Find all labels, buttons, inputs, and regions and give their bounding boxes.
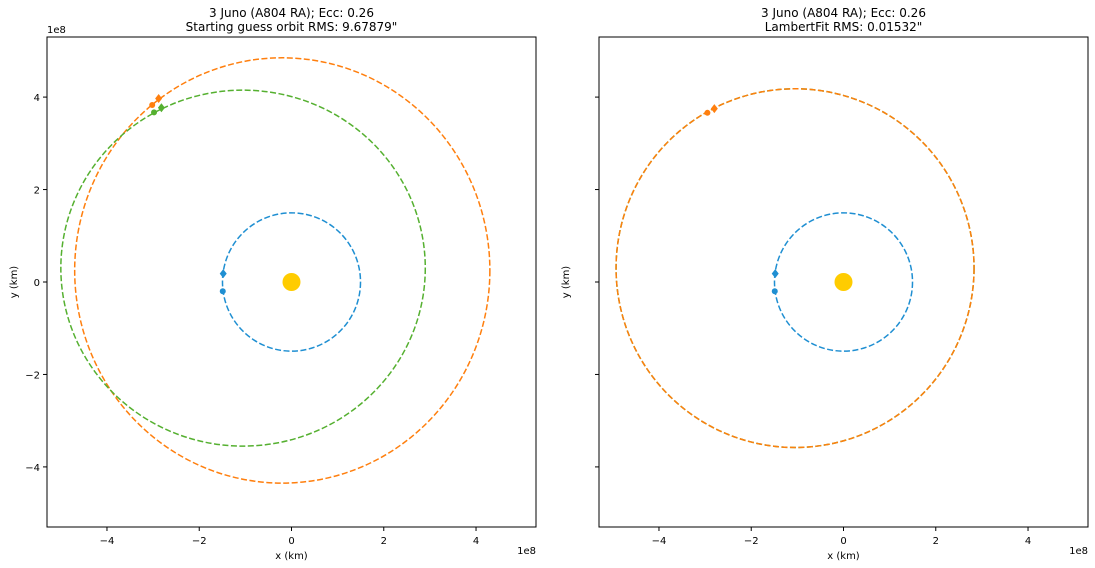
chart-title: 3 Juno (A804 RA); Ecc: 0.26	[209, 6, 374, 20]
plot-contents	[60, 57, 491, 484]
chart-subtitle: LambertFit RMS: 0.01532"	[765, 20, 923, 34]
y-tick-label: −4	[25, 463, 40, 474]
y-axis-label: y (km)	[561, 266, 572, 299]
y-tick-label: −2	[25, 370, 40, 381]
guess-diamond-marker	[155, 93, 163, 103]
sun-marker	[834, 273, 853, 291]
chart-subtitle: Starting guess orbit RMS: 9.67879"	[186, 20, 398, 34]
sun-marker	[282, 273, 301, 291]
x-tick-label: −4	[652, 536, 667, 547]
earth-diamond-marker	[771, 269, 779, 279]
x-offset-text: 1e8	[1069, 546, 1088, 557]
fit-circle-marker	[151, 109, 158, 116]
orbit-earth	[221, 212, 362, 352]
x-tick-label: 4	[473, 536, 479, 547]
plot-contents	[615, 88, 975, 449]
x-tick-label: 0	[840, 536, 846, 547]
earth-circle-marker	[771, 288, 778, 295]
orbit-guess	[73, 57, 491, 484]
x-axis-label: x (km)	[275, 551, 308, 562]
x-tick-label: 2	[933, 536, 939, 547]
x-tick-label: −2	[192, 536, 207, 547]
orbit-fit	[60, 89, 427, 447]
y-tick-label: 0	[34, 278, 40, 289]
orbit-guess	[615, 88, 975, 449]
x-offset-text: 1e8	[517, 546, 536, 557]
x-tick-label: 4	[1025, 536, 1031, 547]
x-tick-label: 2	[381, 536, 387, 547]
chart-title: 3 Juno (A804 RA); Ecc: 0.26	[761, 6, 926, 20]
guess-diamond-marker	[710, 104, 718, 114]
y-tick-label: 2	[34, 186, 40, 197]
fit-diamond-marker	[157, 103, 165, 113]
orbit-earth	[773, 212, 914, 352]
y-tick-label: 4	[34, 93, 40, 104]
x-tick-label: −4	[100, 536, 115, 547]
guess-circle-marker	[704, 109, 711, 116]
y-offset-text: 1e8	[47, 25, 66, 36]
y-axis-label: y (km)	[9, 266, 20, 299]
x-tick-label: 0	[288, 536, 294, 547]
earth-diamond-marker	[219, 269, 227, 279]
guess-circle-marker	[149, 101, 156, 108]
earth-circle-marker	[219, 288, 226, 295]
x-axis-label: x (km)	[827, 551, 860, 562]
x-tick-label: −2	[744, 536, 759, 547]
